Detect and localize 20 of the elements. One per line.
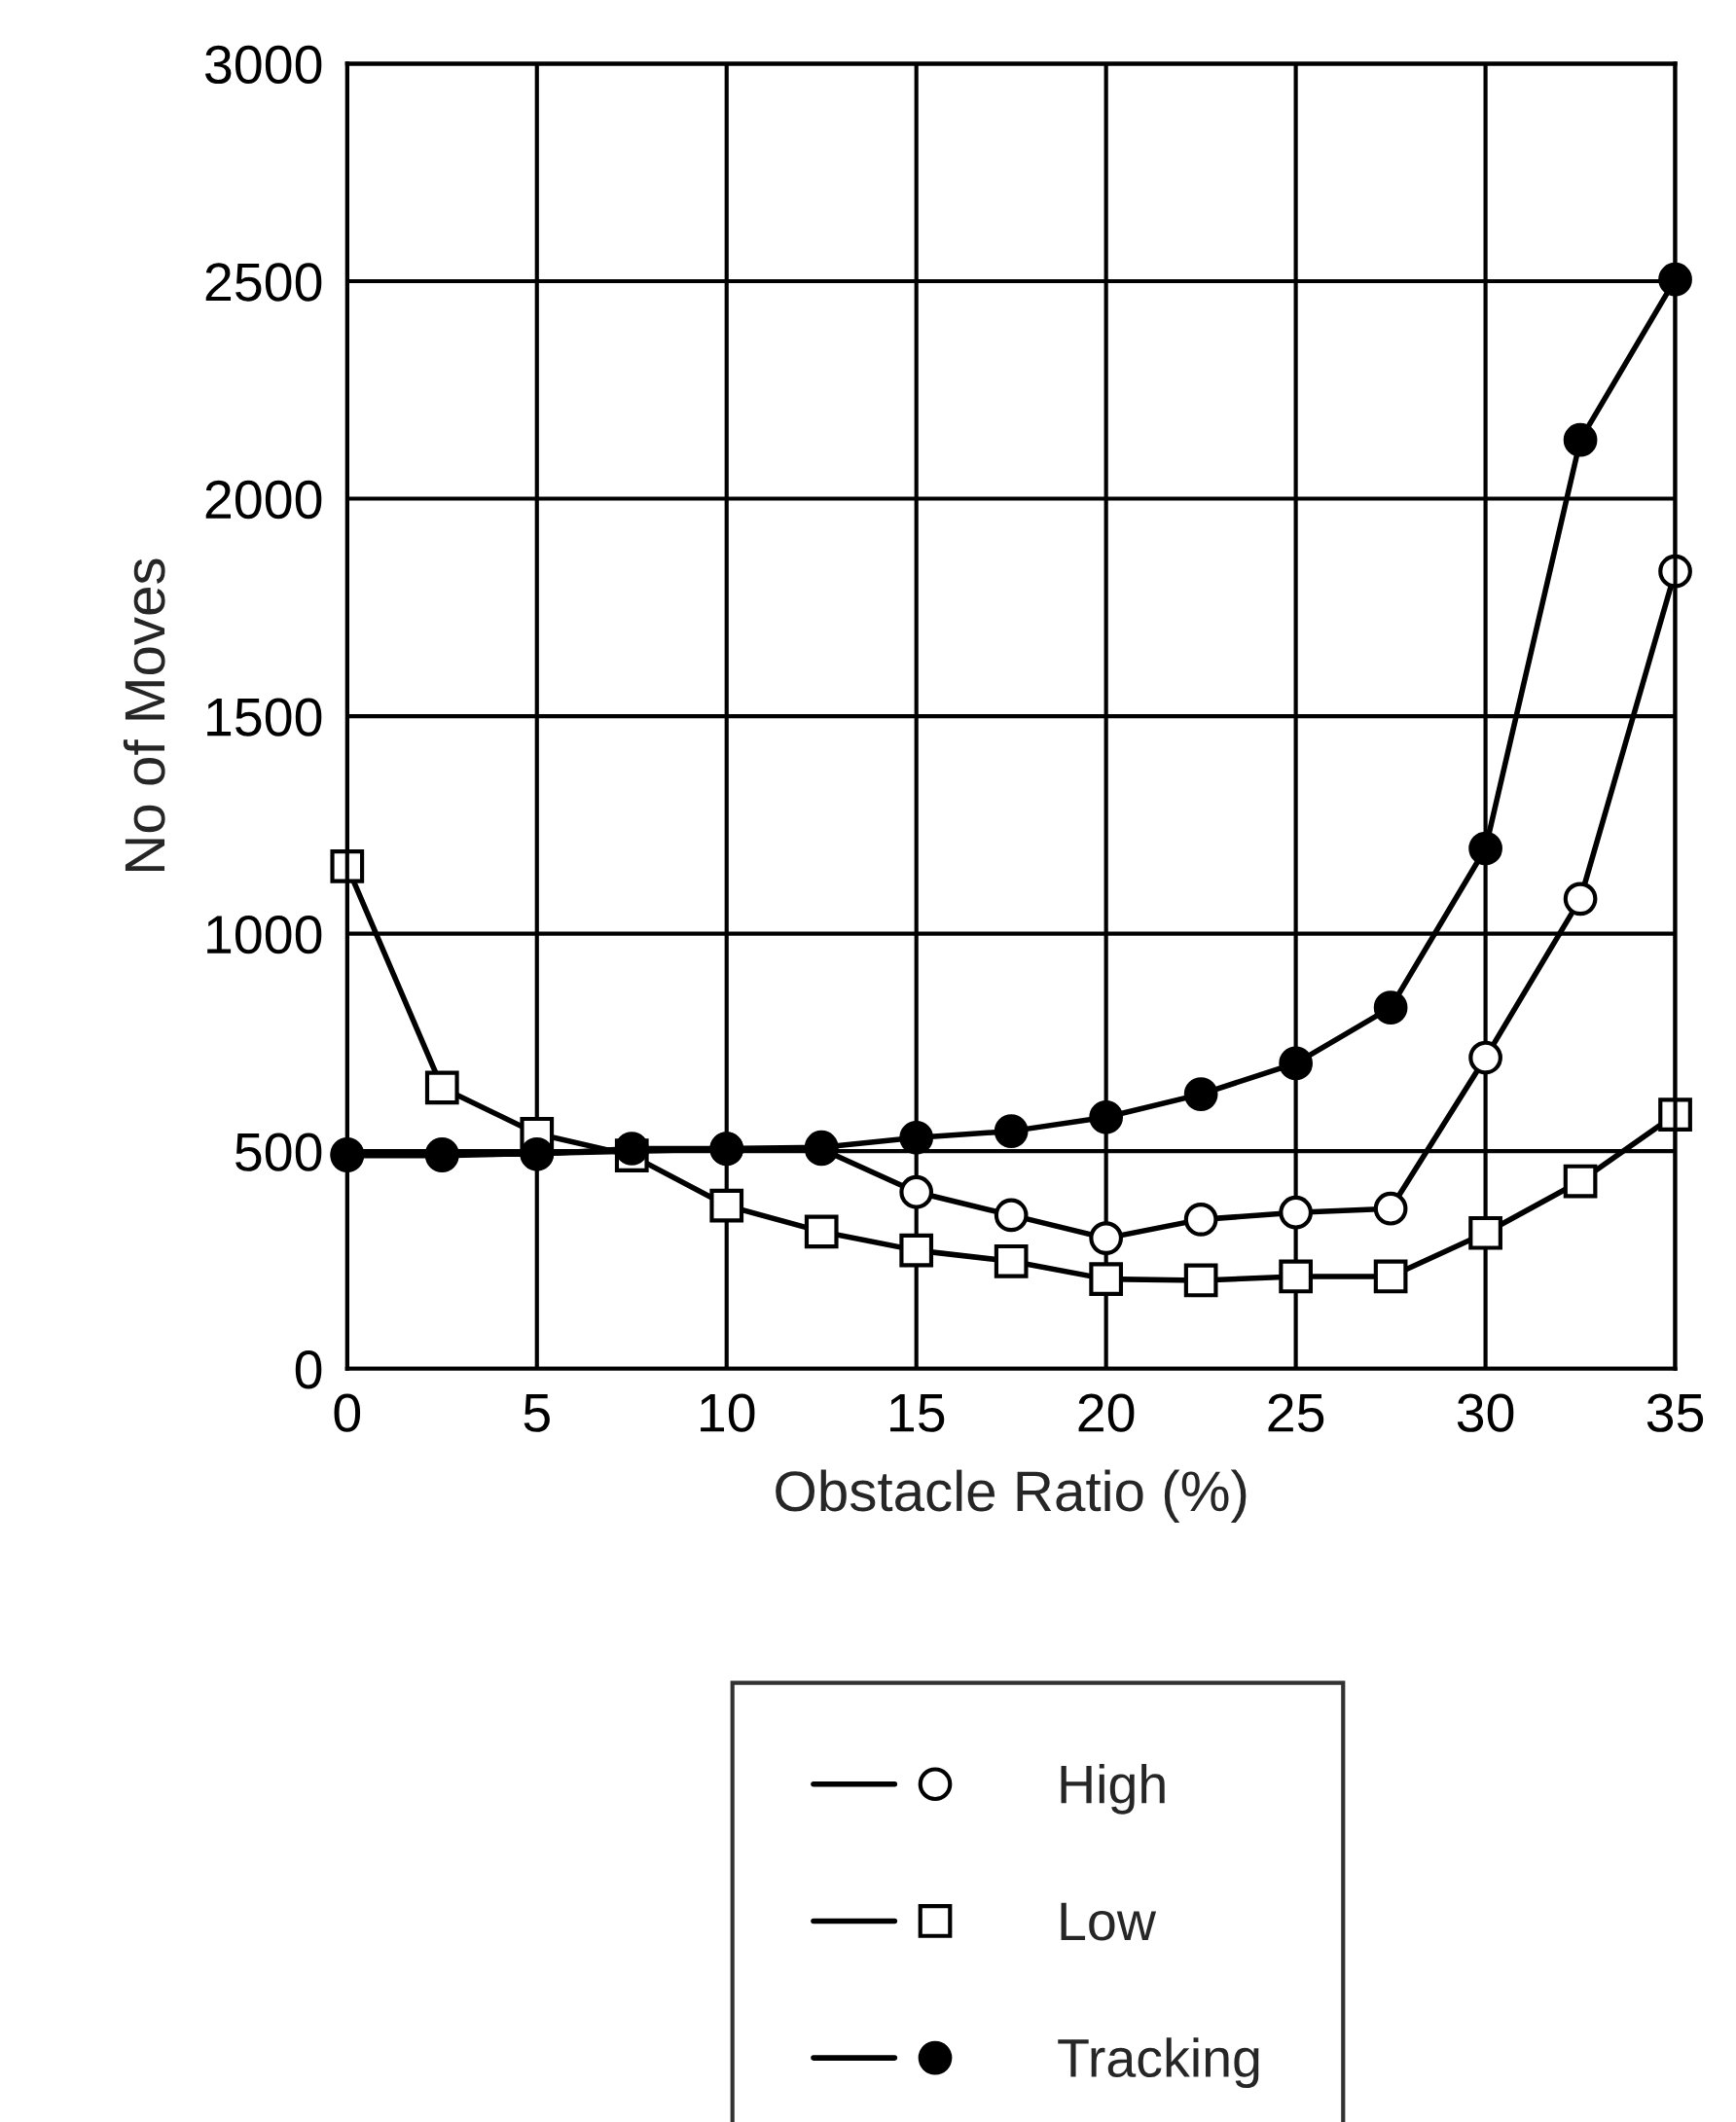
y-tick-label: 3000 (205, 45, 322, 85)
x-tick-label: 30 (1457, 1393, 1514, 1432)
y-tick-label: 1000 (207, 915, 322, 954)
y-axis-title: No of Moves (123, 558, 165, 872)
y-tick-label: 0 (295, 1350, 322, 1389)
legend-label: Tracking (1058, 2037, 1259, 2089)
y-tick-label: 2000 (205, 480, 322, 520)
y-tick-label: 1500 (207, 698, 322, 737)
x-tick-label: 35 (1646, 1393, 1704, 1432)
x-tick-label: 20 (1078, 1393, 1135, 1432)
x-tick-label: 0 (334, 1393, 361, 1432)
x-tick-label: 15 (890, 1394, 945, 1432)
y-tick-label: 2500 (205, 263, 322, 302)
legend-label: High (1061, 1763, 1165, 1815)
legend-label: Low (1061, 1902, 1157, 1941)
x-tick-label: 10 (701, 1393, 755, 1432)
x-tick-label: 5 (524, 1394, 550, 1432)
x-axis-title: Obstacle Ratio (%) (776, 1469, 1247, 1523)
y-tick-label: 500 (235, 1133, 322, 1171)
x-tick-label: 25 (1268, 1393, 1324, 1432)
